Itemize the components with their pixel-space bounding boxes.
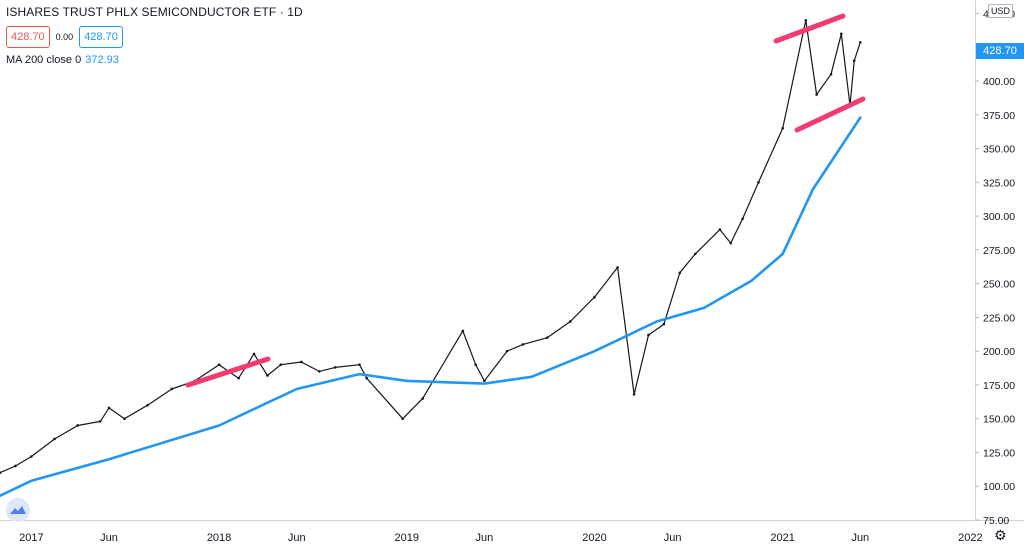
- price-point: [804, 18, 808, 22]
- price-point: [170, 387, 174, 391]
- y-tick-label: 375.00: [983, 110, 1015, 122]
- price-point: [333, 366, 337, 369]
- time-axis[interactable]: 2017 Jun 2018 Jun 2019 Jun 2020 Jun 2021 Jun 2022: [19, 532, 982, 544]
- price-point: [718, 228, 722, 231]
- price-point: [300, 360, 303, 364]
- price-point: [252, 352, 256, 356]
- price-point: [729, 241, 733, 245]
- x-tick-label: Jun: [851, 532, 869, 544]
- trendline-2018-top[interactable]: [185, 356, 271, 388]
- price-point: [53, 437, 56, 441]
- y-tick-label: 350.00: [983, 144, 1015, 156]
- x-tick-label: 2020: [582, 532, 606, 544]
- x-tick-label: Jun: [288, 532, 306, 544]
- price-point: [237, 376, 240, 380]
- price-point: [30, 455, 33, 458]
- ma-series-line[interactable]: [0, 116, 862, 497]
- price-point: [279, 363, 283, 366]
- y-tick-label: 175.00: [983, 380, 1015, 392]
- gear-icon[interactable]: ⚙: [994, 527, 1007, 543]
- symbol-legend: ISHARES TRUST PHLX SEMICONDUCTOR ETF · 1…: [6, 5, 303, 66]
- price-point: [76, 424, 79, 427]
- buy-price-button[interactable]: 428.70: [79, 26, 123, 48]
- price-point: [632, 393, 636, 396]
- x-tick-label: 2021: [770, 532, 794, 544]
- price-point: [852, 59, 856, 63]
- price-point: [318, 370, 321, 373]
- y-tick-label: 300.00: [983, 211, 1015, 223]
- quote-row: 428.70 0.00 428.70: [6, 26, 303, 48]
- y-tick-label: 125.00: [983, 447, 1015, 459]
- price-point: [474, 363, 477, 366]
- price-point: [401, 417, 404, 421]
- series-group: [0, 18, 862, 497]
- price-point: [568, 320, 572, 323]
- price-point: [365, 376, 368, 380]
- x-tick-label: 2022: [958, 532, 982, 544]
- y-tick-label: 225.00: [983, 312, 1015, 324]
- sell-price-button[interactable]: 428.70: [6, 26, 50, 48]
- tradingview-logo-icon[interactable]: [6, 498, 30, 522]
- price-point: [217, 363, 221, 366]
- price-point: [693, 252, 697, 256]
- price-point: [859, 40, 862, 44]
- price-point: [107, 406, 111, 410]
- price-point: [757, 181, 760, 184]
- price-point: [545, 336, 549, 339]
- x-tick-label: Jun: [664, 532, 682, 544]
- price-axis[interactable]: 75.00 100.00 125.00 150.00 175.00 200.00 225.0…: [975, 9, 1015, 527]
- x-tick-label: Jun: [100, 532, 118, 544]
- last-price-tag: 428.70: [976, 43, 1024, 59]
- y-tick-label: 325.00: [983, 177, 1015, 189]
- spread-value: 0.00: [55, 32, 74, 42]
- price-point: [647, 333, 650, 337]
- ma-label: MA 200 close 0: [6, 54, 82, 66]
- x-tick-label: 2017: [19, 532, 43, 544]
- price-point: [14, 464, 17, 468]
- price-point: [0, 471, 2, 475]
- y-tick-label: 275.00: [983, 245, 1015, 257]
- price-point: [741, 217, 744, 221]
- y-tick-label: 250.00: [983, 279, 1015, 291]
- price-point: [483, 379, 486, 383]
- y-tick-label: 75.00: [983, 515, 1009, 527]
- price-point: [421, 397, 425, 400]
- price-point: [781, 127, 784, 130]
- y-tick-label: 150.00: [983, 414, 1015, 426]
- price-point: [593, 295, 596, 299]
- price-point: [678, 271, 682, 275]
- x-tick-label: 2018: [207, 532, 231, 544]
- symbol-title[interactable]: ISHARES TRUST PHLX SEMICONDUCTOR ETF · 1…: [6, 5, 303, 19]
- y-tick-label: 400.00: [983, 76, 1015, 88]
- price-point: [815, 93, 818, 96]
- ma-value: 372.93: [85, 54, 119, 66]
- x-tick-label: Jun: [476, 532, 494, 544]
- price-point: [266, 374, 269, 377]
- price-point: [461, 329, 465, 333]
- trendline-annotations[interactable]: [185, 13, 866, 388]
- ma-legend[interactable]: MA 200 close 0 372.93: [6, 54, 303, 66]
- price-series-line[interactable]: [0, 19, 861, 474]
- price-point: [146, 403, 149, 407]
- price-point: [123, 417, 126, 421]
- price-point: [839, 32, 843, 36]
- price-point: [662, 322, 666, 326]
- logo-mark: [10, 506, 26, 514]
- currency-label[interactable]: USD: [988, 4, 1014, 18]
- x-tick-label: 2019: [395, 532, 419, 544]
- y-tick-label: 100.00: [983, 481, 1015, 493]
- price-point: [521, 343, 525, 346]
- price-point: [98, 420, 102, 423]
- trendline-2021-top[interactable]: [773, 13, 846, 44]
- price-point: [829, 72, 833, 76]
- trendline-2021-bottom[interactable]: [794, 96, 866, 133]
- price-point: [505, 349, 509, 353]
- y-tick-label: 200.00: [983, 346, 1015, 358]
- price-point: [616, 266, 619, 269]
- price-point: [358, 363, 361, 366]
